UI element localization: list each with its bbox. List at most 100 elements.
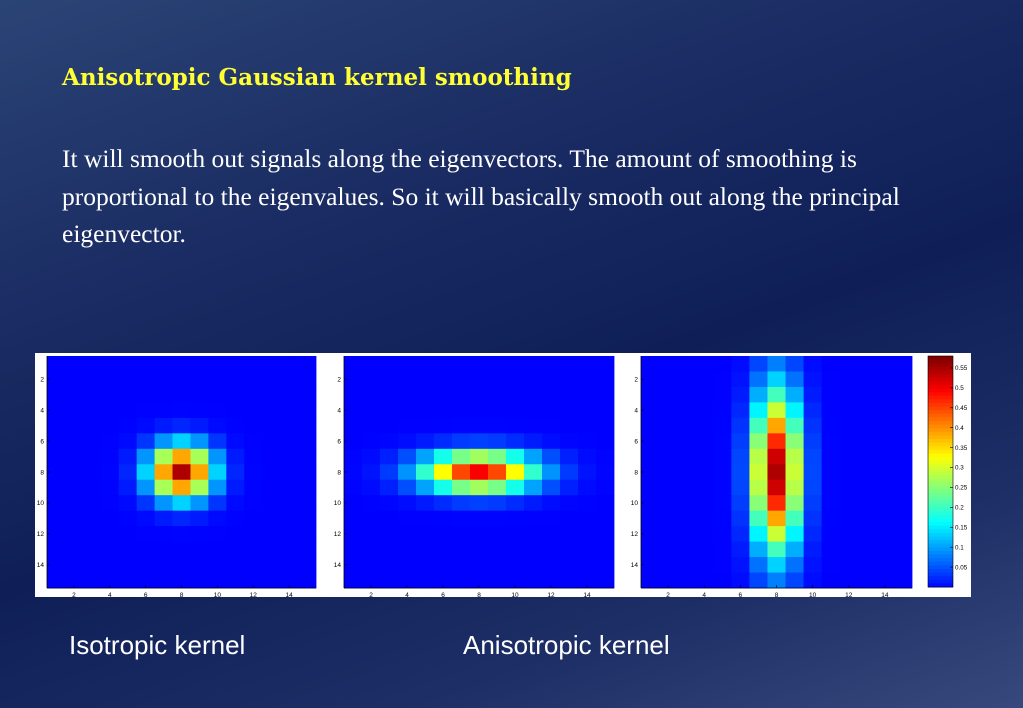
heatmap-cell <box>118 572 138 589</box>
heatmap-cell <box>280 495 299 512</box>
heatmap-cell <box>857 448 877 465</box>
heatmap-cell <box>82 479 102 496</box>
heatmap-cell <box>641 510 660 527</box>
heatmap-cell <box>470 479 489 496</box>
heatmap-cell <box>226 479 245 496</box>
heatmap-cell <box>154 495 173 512</box>
colorbar-swatch <box>928 392 953 397</box>
heatmap-cell <box>506 402 525 419</box>
heatmap-cell <box>695 417 714 434</box>
heatmap-cell <box>398 510 417 527</box>
heatmap-cell <box>398 464 417 481</box>
heatmap-cell <box>262 356 281 372</box>
heatmap-cell <box>506 510 525 527</box>
heatmap-cell <box>560 526 579 542</box>
heatmap-cell <box>839 356 859 372</box>
colorbar-tick-label: 0.2 <box>955 505 964 512</box>
heatmap-cell <box>785 557 804 573</box>
heatmap-cell <box>434 356 453 372</box>
heatmap-cell <box>398 417 417 434</box>
colorbar-tick-label: 0.4 <box>955 425 964 432</box>
heatmap-cell <box>821 464 841 481</box>
heatmap-cell <box>857 371 877 388</box>
heatmap-cell <box>100 402 120 419</box>
heatmap-cell <box>280 526 299 542</box>
heatmap-cell <box>596 464 615 481</box>
x-tick-label: 12 <box>547 592 555 597</box>
heatmap-cell <box>749 495 768 512</box>
heatmap-cell <box>100 495 120 512</box>
heatmap-cell <box>244 557 263 573</box>
heatmap-cell <box>659 371 678 388</box>
heatmap-cell <box>596 495 615 512</box>
heatmap-cell <box>380 402 399 419</box>
heatmap-cell <box>298 541 317 558</box>
heatmap-cell <box>488 479 507 496</box>
y-tick-label: 10 <box>334 500 342 507</box>
heatmap-cell <box>280 557 299 573</box>
heatmap-cell <box>190 495 209 512</box>
heatmap-panel-3: 2 4 6 8 10 12 14 2 4 6 8 10 12 14 <box>631 356 913 597</box>
heatmap-cell <box>398 386 417 403</box>
heatmap-cell <box>524 510 543 527</box>
colorbar-swatch <box>928 453 953 458</box>
heatmap-cell <box>542 495 561 512</box>
heatmap-cell <box>677 356 696 372</box>
heatmap-cell <box>452 572 471 589</box>
heatmap-cell <box>506 356 525 372</box>
heatmap-cell <box>226 386 245 403</box>
colorbar-swatch <box>928 496 953 501</box>
heatmap-cell <box>190 448 209 465</box>
heatmap-cell <box>298 433 317 450</box>
heatmap-cell <box>136 433 155 450</box>
heatmap-cell <box>803 479 823 496</box>
heatmap-cell <box>659 386 678 403</box>
heatmap-cell <box>803 572 823 589</box>
heatmap-cell <box>398 572 417 589</box>
heatmap-cell <box>731 417 750 434</box>
heatmap-cell <box>398 557 417 573</box>
heatmap-cell <box>578 371 597 388</box>
heatmap-cell <box>488 464 507 481</box>
colorbar-swatch <box>928 482 953 487</box>
heatmap-cell <box>506 479 525 496</box>
heatmap-cell <box>380 464 399 481</box>
heatmap-cell <box>749 572 768 589</box>
heatmap-cell <box>136 417 155 434</box>
heatmap-cell <box>226 495 245 512</box>
colorbar-swatch <box>928 518 953 523</box>
heatmap-cell <box>731 479 750 496</box>
heatmap-cell <box>416 526 435 542</box>
colorbar-swatch <box>928 460 953 465</box>
heatmap-cell <box>100 464 120 481</box>
heatmap-cell <box>416 464 435 481</box>
heatmap-cell <box>641 541 660 558</box>
heatmap-cell <box>100 433 120 450</box>
heatmap-cell <box>208 433 227 450</box>
heatmap-cell <box>262 510 281 527</box>
y-tick-label: 8 <box>40 469 44 476</box>
heatmap-cell <box>542 356 561 372</box>
heatmap-cell <box>578 402 597 419</box>
heatmap-cell <box>344 479 363 496</box>
y-tick-label: 4 <box>40 407 44 414</box>
heatmap-cell <box>172 464 191 481</box>
heatmap-cell <box>785 386 804 403</box>
heatmap-cell <box>118 433 138 450</box>
heatmap-cell <box>100 417 120 434</box>
heatmap-cell <box>398 495 417 512</box>
heatmap-cell <box>262 464 281 481</box>
heatmap-cell <box>713 495 732 512</box>
heatmap-cell <box>100 386 120 403</box>
heatmap-cell <box>542 448 561 465</box>
heatmap-cell <box>785 510 804 527</box>
heatmap-cell <box>262 386 281 403</box>
heatmap-cell <box>677 417 696 434</box>
slide-body-text: It will smooth out signals along the eig… <box>62 144 900 248</box>
colorbar-swatch <box>928 568 953 574</box>
heatmap-cell <box>560 386 579 403</box>
heatmap-cell <box>208 371 227 388</box>
heatmap-cell <box>821 557 841 573</box>
heatmap-cell <box>596 479 615 496</box>
heatmap-cell <box>749 433 768 450</box>
